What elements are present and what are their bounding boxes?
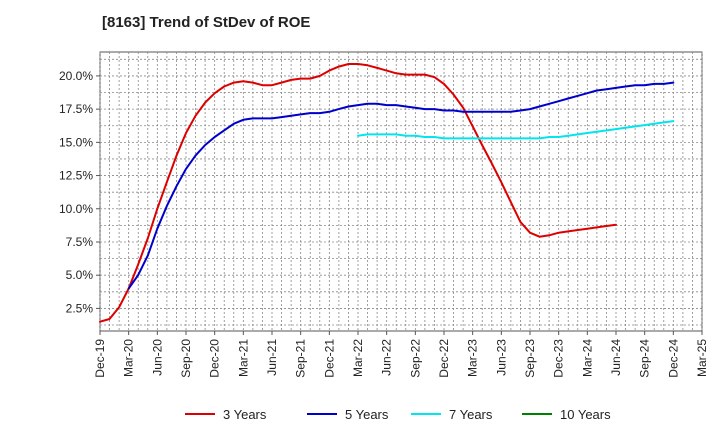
y-tick-label: 12.5%: [59, 169, 93, 183]
x-tick-label: Jun-21: [265, 339, 279, 376]
x-axis: Dec-19 Mar-20 Jun-20 Sep-20 Dec-20 Mar-21 Jun-…: [93, 331, 709, 378]
x-tick-label: Jun-23: [494, 339, 508, 376]
legend-label: 5 Years: [345, 407, 389, 422]
x-tick-label: Dec-24: [666, 339, 680, 378]
series-line: [99, 63, 617, 323]
x-tick-label: Mar-22: [351, 339, 365, 377]
x-tick-label: Sep-20: [179, 339, 193, 378]
x-tick-label: Jun-24: [609, 339, 623, 376]
x-tick-label: Mar-24: [580, 339, 594, 377]
x-tick-label: Sep-23: [523, 339, 537, 378]
x-tick-label: Mar-21: [236, 339, 250, 377]
x-tick-label: Sep-21: [294, 339, 308, 378]
x-tick-label: Dec-19: [93, 339, 107, 378]
y-axis: 2.5% 5.0% 7.5% 10.0% 12.5% 15.0% 17.5% 20.0%: [59, 69, 100, 315]
series-line: [127, 81, 675, 290]
x-tick-label: Sep-22: [408, 339, 422, 378]
y-tick-label: 2.5%: [66, 301, 94, 315]
chart-title: [8163] Trend of StDev of ROE: [102, 14, 311, 31]
x-tick-label: Dec-23: [552, 339, 566, 378]
legend-label: 10 Years: [560, 407, 611, 422]
y-tick-label: 10.0%: [59, 202, 93, 216]
x-tick-label: Dec-22: [437, 339, 451, 378]
x-tick-label: Dec-21: [322, 339, 336, 378]
x-tick-label: Mar-23: [466, 339, 480, 377]
y-tick-label: 17.5%: [59, 102, 93, 116]
series-lines: [99, 63, 675, 323]
legend-label: 7 Years: [449, 407, 493, 422]
x-tick-label: Mar-20: [122, 339, 136, 377]
y-tick-label: 15.0%: [59, 135, 93, 149]
y-tick-label: 20.0%: [59, 69, 93, 83]
legend: 3 Years 5 Years 7 Years 10 Years: [185, 407, 611, 422]
x-tick-label: Jun-22: [380, 339, 394, 376]
y-tick-label: 5.0%: [66, 268, 94, 282]
series-line: [357, 120, 675, 140]
x-tick-label: Sep-24: [638, 339, 652, 378]
legend-label: 3 Years: [223, 407, 267, 422]
x-tick-label: Dec-20: [208, 339, 222, 378]
y-tick-label: 7.5%: [66, 235, 94, 249]
x-tick-label: Jun-20: [150, 339, 164, 376]
x-tick-label: Mar-25: [695, 339, 709, 377]
plot-area: [99, 51, 703, 332]
grid: [99, 52, 703, 331]
